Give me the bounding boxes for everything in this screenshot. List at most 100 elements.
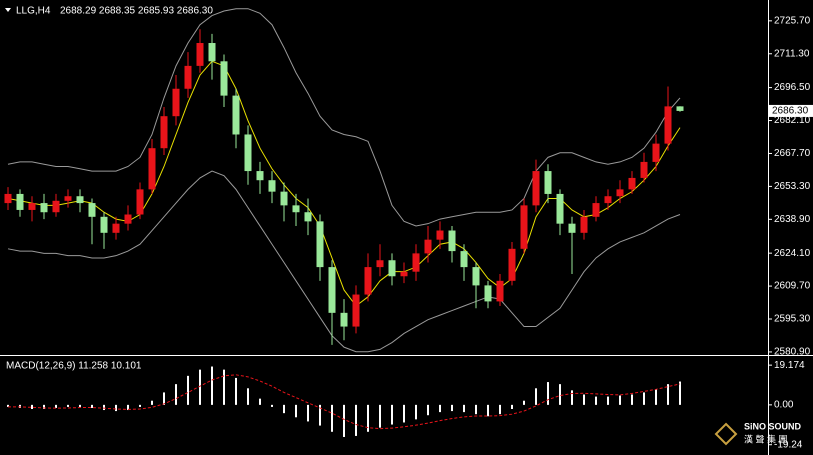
y-tick-label: 19.174 xyxy=(774,360,805,371)
macd-bar xyxy=(547,382,549,405)
macd-bar xyxy=(391,404,393,425)
logo: SiNO SOUND 漢 聲 集 團 xyxy=(714,421,802,446)
candle-body xyxy=(232,95,240,135)
macd-bar xyxy=(427,404,429,416)
candle-body xyxy=(604,196,612,204)
logo-icon xyxy=(714,422,738,446)
macd-bar xyxy=(367,404,369,432)
macd-bar xyxy=(583,394,585,405)
macd-bar xyxy=(43,404,45,410)
menu-icon[interactable] xyxy=(5,8,11,12)
candle-body xyxy=(664,106,672,144)
candle-body xyxy=(196,43,204,66)
macd-title: MACD(12,26,9) 11.258 10.101 xyxy=(6,361,142,372)
macd-bar xyxy=(247,388,249,405)
macd-bar xyxy=(139,404,141,407)
macd-bar xyxy=(655,389,657,405)
macd-bar xyxy=(223,369,225,405)
macd-bar xyxy=(19,404,21,408)
macd-bar xyxy=(487,404,489,417)
y-tick-label: 2653.30 xyxy=(774,181,811,192)
macd-bar xyxy=(331,404,333,432)
candle-body xyxy=(184,65,192,89)
macd-bar xyxy=(235,377,237,405)
y-tick-label: 2725.70 xyxy=(774,15,811,26)
candle-body xyxy=(316,221,324,268)
candle-body xyxy=(388,260,396,277)
candle-body xyxy=(352,294,360,327)
candle-body xyxy=(172,88,180,117)
candle-body xyxy=(652,143,660,162)
macd-bar xyxy=(535,388,537,405)
macd-bar xyxy=(499,404,501,415)
y-tick-label: 2595.30 xyxy=(774,314,811,325)
candle-body xyxy=(568,223,576,233)
y-tick-label: 2624.10 xyxy=(774,248,811,259)
candle-body xyxy=(280,191,288,206)
candle-body xyxy=(40,203,48,213)
macd-bar xyxy=(163,392,165,405)
macd-bar xyxy=(187,375,189,405)
candle-body xyxy=(304,212,312,222)
macd-bar xyxy=(31,404,33,410)
candle-body xyxy=(160,116,168,149)
candle-body xyxy=(520,205,528,249)
ohlc-header: 2688.29 2688.35 2685.93 2686.30 xyxy=(60,6,213,17)
candle-body xyxy=(88,203,96,217)
macd-bar xyxy=(631,394,633,405)
macd-bar xyxy=(151,400,153,405)
candle-body xyxy=(268,180,276,192)
macd-bar xyxy=(439,404,441,413)
macd-bar xyxy=(607,396,609,405)
candle-body xyxy=(640,161,648,178)
macd-bar xyxy=(295,404,297,418)
macd-bar xyxy=(475,404,477,415)
macd-bar xyxy=(619,395,621,405)
y-tick-label: 2682.10 xyxy=(774,115,811,126)
candle-body xyxy=(244,134,252,172)
y-tick-label: 2580.90 xyxy=(774,347,811,358)
macd-bar xyxy=(211,366,213,405)
macd-bar xyxy=(451,404,453,412)
macd-bar xyxy=(307,404,309,422)
signal-line xyxy=(8,374,681,430)
logo-sub: 漢 聲 集 團 xyxy=(744,433,788,444)
candle-body xyxy=(424,239,432,254)
macd-bar xyxy=(7,404,9,407)
macd-bar xyxy=(115,404,117,412)
macd-bar xyxy=(283,404,285,414)
candle-body xyxy=(16,193,24,210)
macd-bar xyxy=(571,390,573,405)
candle-body xyxy=(436,230,444,240)
macd-bar xyxy=(259,398,261,405)
macd-bar xyxy=(667,384,669,405)
price-marker xyxy=(769,104,813,117)
candle-body xyxy=(100,216,108,233)
candle-body xyxy=(580,216,588,233)
macd-bar xyxy=(559,384,561,405)
candle-body xyxy=(412,253,420,272)
band-line xyxy=(7,8,681,227)
candle-body xyxy=(544,171,552,194)
candle-body xyxy=(364,267,372,295)
candle-body xyxy=(256,171,264,181)
candle-body xyxy=(292,205,300,213)
band-line xyxy=(7,60,681,307)
candle-body xyxy=(4,193,12,204)
candle-body xyxy=(628,177,636,190)
macd-bar xyxy=(343,404,345,437)
candle-body xyxy=(64,196,72,201)
candle-body xyxy=(52,200,60,213)
band-line xyxy=(7,170,681,353)
candle-body xyxy=(484,285,492,302)
macd-bar xyxy=(511,404,513,410)
macd-bar xyxy=(355,404,357,436)
macd-bar xyxy=(79,404,81,407)
price-label: 2686.30 xyxy=(772,106,809,117)
candle-body xyxy=(472,267,480,286)
y-tick-label: 2638.90 xyxy=(774,214,811,225)
y-tick-label: -19.24 xyxy=(774,439,803,450)
candle-body xyxy=(28,203,36,210)
